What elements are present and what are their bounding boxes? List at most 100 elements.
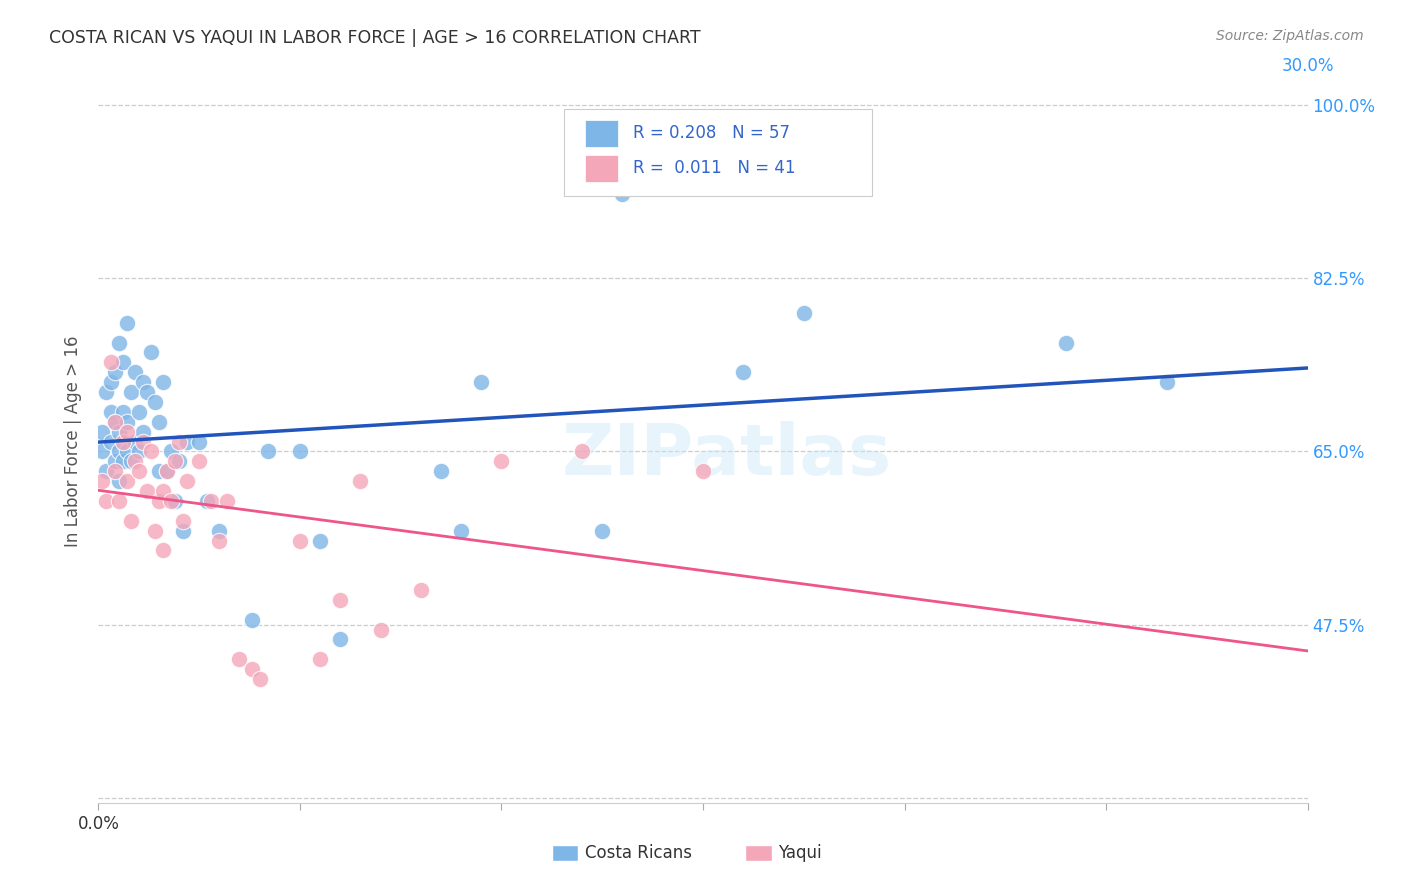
Point [571, 444, 593, 458]
Point [152, 543, 174, 558]
Point [288, 444, 311, 458]
Point [107, 494, 129, 508]
Bar [585, 120, 619, 147]
Point [217, 494, 239, 508]
Point [793, 306, 815, 320]
Point [111, 434, 134, 449]
Point [111, 405, 134, 419]
Point [100, 434, 122, 449]
Point [91, 444, 114, 458]
Point [612, 187, 634, 202]
Point [591, 524, 613, 538]
Point [370, 623, 392, 637]
Point [115, 425, 138, 439]
Point [163, 494, 186, 508]
Point [176, 474, 198, 488]
Point [135, 483, 157, 498]
Point [103, 365, 125, 379]
Point [107, 444, 129, 458]
Y-axis label: In Labor Force | Age > 16: In Labor Force | Age > 16 [65, 335, 83, 548]
Point [1054, 335, 1077, 350]
Point [107, 474, 129, 488]
Point [103, 415, 125, 429]
Point [349, 474, 371, 488]
Point [124, 365, 146, 379]
Point [172, 514, 194, 528]
Text: R =  0.011   N = 41: R = 0.011 N = 41 [633, 160, 796, 178]
Bar [585, 154, 619, 182]
Point [329, 593, 352, 607]
Point [143, 395, 166, 409]
Point [167, 454, 190, 468]
Point [128, 405, 150, 419]
Point [120, 385, 142, 400]
Point [228, 652, 250, 666]
Point [115, 415, 138, 429]
FancyBboxPatch shape [564, 109, 872, 196]
Point [409, 582, 432, 597]
Text: Costa Ricans: Costa Ricans [585, 844, 692, 862]
Point [100, 375, 122, 389]
Point [450, 524, 472, 538]
Point [143, 524, 166, 538]
Point [103, 454, 125, 468]
Point [176, 434, 198, 449]
Text: R = 0.208   N = 57: R = 0.208 N = 57 [633, 124, 790, 142]
Point [692, 464, 714, 478]
Point [139, 444, 162, 458]
Point [148, 494, 170, 508]
Point [107, 335, 129, 350]
Point [200, 494, 222, 508]
Point [120, 514, 142, 528]
Point [152, 375, 174, 389]
Point [491, 454, 513, 468]
Text: Source: ZipAtlas.com: Source: ZipAtlas.com [1216, 29, 1364, 43]
Point [152, 483, 174, 498]
Point [430, 464, 453, 478]
Point [733, 365, 755, 379]
Point [120, 454, 142, 468]
Point [135, 385, 157, 400]
Point [208, 524, 231, 538]
Point [1156, 375, 1178, 389]
Point [96, 464, 118, 478]
Point [167, 434, 190, 449]
Point [115, 474, 138, 488]
Point [91, 425, 114, 439]
Point [156, 464, 179, 478]
Point [160, 494, 183, 508]
Point [111, 355, 134, 369]
Point [329, 632, 352, 647]
Point [240, 662, 263, 676]
Text: Yaqui: Yaqui [778, 844, 821, 862]
Point [240, 613, 263, 627]
Point [148, 415, 170, 429]
Point [103, 464, 125, 478]
Point [132, 425, 155, 439]
Text: COSTA RICAN VS YAQUI IN LABOR FORCE | AGE > 16 CORRELATION CHART: COSTA RICAN VS YAQUI IN LABOR FORCE | AG… [49, 29, 700, 46]
Point [288, 533, 311, 548]
Point [107, 425, 129, 439]
Point [195, 494, 218, 508]
Point [124, 434, 146, 449]
Point [100, 405, 122, 419]
Point [115, 316, 138, 330]
Point [160, 444, 183, 458]
Point [139, 345, 162, 359]
Point [132, 375, 155, 389]
Point [91, 474, 114, 488]
Point [309, 652, 332, 666]
Point [103, 415, 125, 429]
Point [256, 444, 278, 458]
Point [124, 454, 146, 468]
Point [128, 444, 150, 458]
Point [249, 672, 271, 686]
Point [172, 524, 194, 538]
Point [208, 533, 231, 548]
Point [470, 375, 492, 389]
Point [96, 494, 118, 508]
Bar [551, 845, 578, 861]
Point [128, 464, 150, 478]
Point [115, 444, 138, 458]
Point [96, 385, 118, 400]
